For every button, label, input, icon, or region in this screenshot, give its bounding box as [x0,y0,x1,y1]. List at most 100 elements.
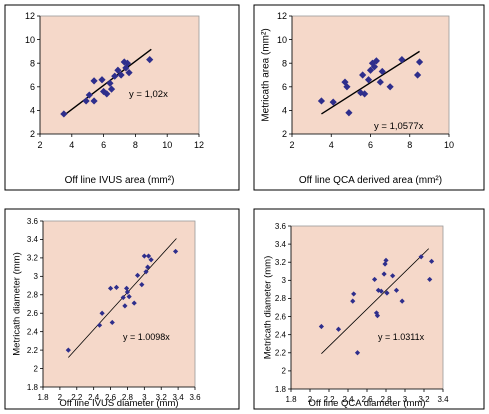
x-tick-label: 10 [444,140,454,150]
x-tick-label: 3.4 [173,393,185,402]
data-point [131,300,137,306]
y-tick-label: 10 [25,35,35,45]
x-tick-label: 2.8 [122,393,134,402]
data-point [117,71,125,79]
plot-area [42,220,196,388]
data-point [109,319,115,326]
y-tick-label: 2.6 [275,312,287,321]
data-point [382,261,388,267]
y-tick-label: 3.6 [275,222,287,231]
y-tick-label: 2 [30,129,35,139]
data-point [364,76,373,84]
data-point [114,66,122,74]
data-point [361,90,369,98]
y-tick-label: 1.8 [27,383,39,392]
x-tick-label: 6 [101,140,106,150]
data-point [384,290,390,296]
data-point [350,298,356,304]
y-tick-label: 3 [34,272,39,281]
y-tick-label: 2.4 [27,327,39,336]
chart-qca-diameter: 1.8 2 2.2 2.4 2.6 2.8 3 3.2 3.4 1.8 2 2.2 2.4 2.6 2.8 3… [253,208,485,410]
y-tick-label: 2.4 [275,330,287,339]
x-tick-label: 10 [162,140,172,150]
data-point [139,282,145,288]
data-point [60,110,68,118]
y-tick-label: 3.4 [27,235,39,244]
data-point [106,79,114,87]
data-point [143,269,149,275]
data-point [343,83,351,91]
data-point [372,276,378,283]
y-tick-label: 2.6 [27,309,39,318]
data-point [122,64,130,72]
regression-equation: y = 1,0577x [374,121,424,132]
y-axis-label: Metricath diameter (mm) [263,256,274,359]
y-tick-label: 8 [30,58,35,68]
trendline [321,248,430,354]
y-tick-label: 2 [282,367,287,376]
y-tick-label: 3.6 [27,217,39,226]
x-tick-label: 2.4 [342,395,354,404]
data-point [351,291,357,297]
data-point [383,257,389,264]
y-tick-label: 6 [282,82,287,92]
data-point [345,109,353,117]
data-point [103,90,111,98]
plot-area [291,15,450,135]
x-tick-label: 4 [329,140,334,150]
data-point [368,59,377,67]
y-tick-label: 3 [282,276,287,285]
y-axis-label: Metricath diameter (mm) [12,252,23,355]
plot-area [290,225,444,390]
regression-equation: y = 1.0098x [123,332,170,342]
x-tick-label: 3.6 [189,393,201,402]
data-point [124,289,131,295]
x-tick-label: 8 [133,140,138,150]
data-point [378,67,386,76]
data-point [120,294,126,301]
data-point [415,58,424,66]
data-point [146,56,154,64]
y-tick-label: 12 [277,11,287,21]
chart-qca-area: 2 4 6 8 10 2 4 6 8 10 12 y = 1,0577x Off line QCA de… [253,4,485,191]
x-tick-label: 3 [403,395,408,404]
data-point [126,294,132,300]
x-tick-label: 2.8 [380,395,392,404]
data-point [107,285,114,291]
x-axis-label: Off line QCA derived area (mm²) [299,175,442,186]
data-point [354,350,361,356]
x-tick-label: 2 [37,140,42,150]
y-tick-label: 12 [25,11,35,21]
x-axis-label: Off line IVUS area (mm²) [65,175,175,186]
x-tick-label: 3.2 [156,393,168,402]
data-point [359,71,367,79]
x-tick-label: 2.6 [361,395,373,404]
data-point [124,285,130,291]
x-axis-label: Off line IVUS diameter (mm) [59,398,178,409]
data-point [134,272,141,279]
data-point [85,91,93,99]
data-point [90,97,98,105]
x-tick-label: 2 [308,395,313,404]
data-point [418,254,424,260]
x-tick-label: 2.4 [88,393,100,402]
y-tick-label: 2.2 [275,349,287,358]
data-point [141,253,147,259]
data-point [381,271,387,277]
data-point [341,78,349,86]
data-point [82,97,90,105]
y-tick-label: 3.2 [275,258,287,267]
x-axis-label: Off line QCA diameter (mm) [308,398,425,409]
data-point [122,303,128,309]
data-point [399,298,405,304]
y-tick-label: 4 [282,106,287,116]
x-tick-label: 3 [142,393,147,402]
data-point [148,257,154,263]
data-point [125,69,133,77]
y-tick-label: 2 [34,364,39,373]
data-point [111,72,119,80]
data-point [375,287,381,293]
x-tick-label: 2.2 [323,395,335,404]
chart-ivus-area: 2 4 6 8 10 12 2 4 6 8 10 12 y = 1,02x Off line IVUS a… [4,4,240,191]
